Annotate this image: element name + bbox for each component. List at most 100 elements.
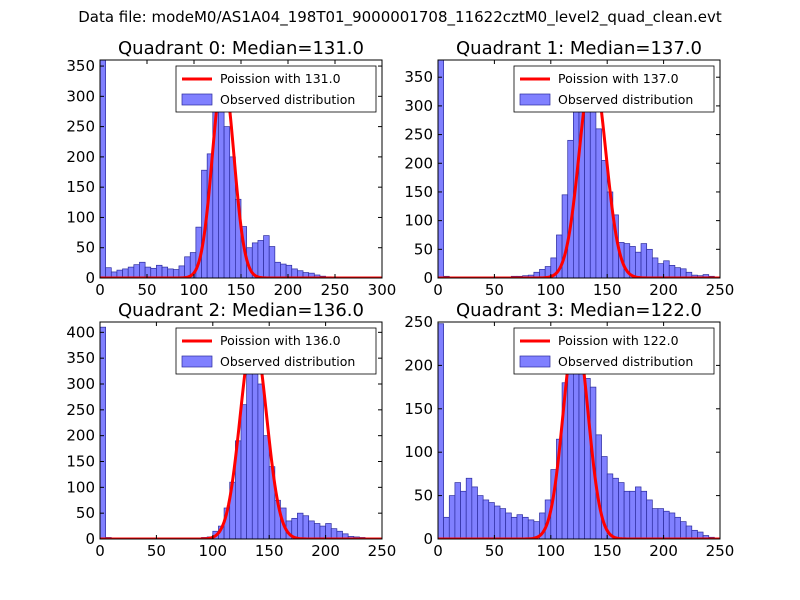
x-tick-label: 200 <box>649 281 678 299</box>
hist-bar <box>325 523 332 539</box>
hist-bar <box>184 256 191 278</box>
legend-observed-swatch <box>181 93 213 106</box>
x-tick-label: 200 <box>274 281 303 299</box>
hist-bar <box>274 261 281 278</box>
legend-poisson-label: Poission with 122.0 <box>558 333 679 348</box>
panel-quadrant-2: 0 50 100 150 200 250 0 50 100 150 200 250 300 350 400 Q… <box>66 300 396 560</box>
hist-bar <box>454 482 461 539</box>
y-tick-label: 150 <box>66 178 95 196</box>
x-tick-label: 100 <box>180 281 209 299</box>
legend-poisson-label: Poission with 131.0 <box>220 71 341 86</box>
legend-poisson-label: Poission with 136.0 <box>220 333 341 348</box>
x-tick-label: 50 <box>147 542 166 560</box>
y-tick-label: 100 <box>404 212 433 230</box>
y-tick-label: 200 <box>66 148 95 166</box>
hist-bar <box>635 251 642 278</box>
y-tick-label: 0 <box>85 530 95 548</box>
legend-observed-label: Observed distribution <box>220 354 355 369</box>
hist-bar <box>460 490 467 539</box>
y-tick-label: 50 <box>414 240 433 258</box>
y-tick-label: 100 <box>66 478 95 496</box>
plot-area <box>100 326 382 539</box>
hist-bar <box>589 105 597 278</box>
hist-bar <box>477 495 484 539</box>
legend: Poission with 131.0 Observed distribution <box>175 65 377 113</box>
x-tick-label: 250 <box>368 542 397 560</box>
hist-bar <box>471 486 478 539</box>
hist-bar <box>100 60 106 278</box>
legend-observed-swatch <box>519 93 551 106</box>
hist-bar <box>522 516 529 539</box>
hist-bar <box>651 257 659 278</box>
x-tick-label: 50 <box>485 281 504 299</box>
x-tick-label: 250 <box>706 542 735 560</box>
panel-title: Quadrant 0: Median=131.0 <box>118 38 364 59</box>
hist-bar <box>240 404 247 539</box>
legend-box <box>175 65 377 113</box>
hist-bar <box>623 490 631 539</box>
y-tick-label: 300 <box>66 87 95 105</box>
panel-title: Quadrant 1: Median=137.0 <box>456 38 702 59</box>
hist-bar <box>646 248 653 278</box>
x-tick-label: 300 <box>368 281 397 299</box>
y-tick-label: 100 <box>404 443 433 461</box>
hist-bar <box>280 263 287 278</box>
legend: Poission with 122.0 Observed distribution <box>513 327 715 375</box>
hist-bar <box>657 263 664 278</box>
hist-bar <box>646 499 653 539</box>
hist-bar <box>668 512 676 539</box>
hist-bar <box>257 240 264 278</box>
hist-bar <box>640 243 648 278</box>
hist-bar <box>257 383 264 539</box>
y-tick-label: 200 <box>404 356 433 374</box>
poisson-line <box>438 67 720 278</box>
hist-bar <box>438 323 444 539</box>
hist-bar <box>567 352 574 539</box>
x-tick-label: 50 <box>137 281 156 299</box>
legend: Poission with 136.0 Observed distribution <box>175 327 377 375</box>
hist-bar <box>285 264 293 278</box>
legend: Poission with 137.0 Observed distribution <box>513 65 715 113</box>
hist-bar <box>657 508 664 539</box>
y-tick-label: 200 <box>66 427 95 445</box>
y-tick-label: 300 <box>66 375 95 393</box>
hist-bar <box>482 499 490 539</box>
hist-bar <box>161 266 169 278</box>
y-tick-label: 150 <box>404 400 433 418</box>
hist-bar <box>680 521 687 539</box>
hist-bar <box>330 528 338 539</box>
hist-bar <box>561 194 569 278</box>
x-tick-label: 150 <box>255 542 284 560</box>
hist-bar <box>263 435 270 539</box>
hist-bar <box>223 126 231 278</box>
legend-observed-label: Observed distribution <box>220 92 355 107</box>
hist-bar <box>601 160 608 278</box>
y-tick-label: 50 <box>76 504 95 522</box>
hist-bar <box>105 267 112 278</box>
y-tick-label: 350 <box>404 68 433 86</box>
hist-bar <box>651 508 659 539</box>
hist-bar <box>156 264 163 278</box>
hist-bar <box>510 516 518 539</box>
axes-frame <box>99 321 383 540</box>
hist-bar <box>629 490 636 539</box>
hist-bar <box>668 265 676 278</box>
y-tick-label: 250 <box>66 401 95 419</box>
hist-bar <box>144 266 152 278</box>
x-tick-label: 0 <box>95 542 105 560</box>
x-tick-label: 50 <box>485 542 504 560</box>
hist-bar <box>313 523 321 539</box>
x-tick-label: 200 <box>311 542 340 560</box>
hist-bar <box>297 512 304 539</box>
x-tick-label: 100 <box>198 542 227 560</box>
panel-title: Quadrant 2: Median=136.0 <box>118 300 364 321</box>
panel-quadrant-1: 0 50 100 150 200 250 0 50 100 150 200 250 300 350 Quad… <box>404 38 734 299</box>
x-tick-label: 0 <box>433 542 443 560</box>
legend-observed-label: Observed distribution <box>558 354 693 369</box>
hist-bar <box>674 516 681 539</box>
hist-bar <box>618 482 625 539</box>
y-tick-label: 400 <box>66 323 95 341</box>
y-tick-label: 50 <box>414 487 433 505</box>
y-tick-label: 200 <box>404 154 433 172</box>
